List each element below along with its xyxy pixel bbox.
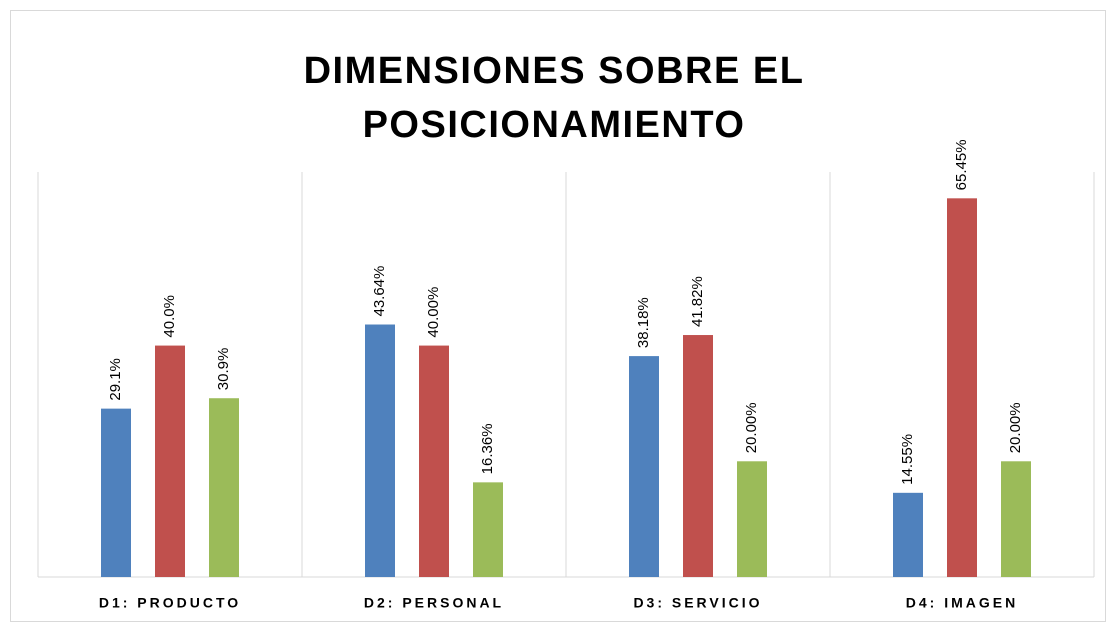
- value-label: 30.9%: [215, 348, 232, 391]
- value-label: 29.1%: [107, 358, 124, 401]
- value-label: 41.82%: [689, 276, 706, 327]
- chart-title: DIMENSIONES SOBRE EL POSICIONAMIENTO: [303, 50, 805, 146]
- bar: [101, 408, 131, 577]
- bar: [947, 198, 977, 577]
- bar: [473, 482, 503, 577]
- bar: [629, 356, 659, 577]
- bar: [209, 398, 239, 577]
- value-label: 40.0%: [161, 295, 178, 338]
- bar: [893, 492, 923, 577]
- value-label: 14.55%: [899, 434, 916, 485]
- bar: [737, 461, 767, 577]
- bar: [1001, 461, 1031, 577]
- x-tick-label: D4: IMAGEN: [906, 595, 1018, 611]
- bar: [419, 345, 449, 577]
- value-label: 38.18%: [635, 297, 652, 348]
- value-label: 40.00%: [425, 287, 442, 338]
- bar: [155, 345, 185, 577]
- chart-frame: [10, 10, 1106, 622]
- value-label: 65.45%: [953, 139, 970, 190]
- value-label: 20.00%: [743, 402, 760, 453]
- bar: [683, 335, 713, 577]
- bar: [365, 324, 395, 577]
- value-label: 16.36%: [479, 423, 496, 474]
- value-label: 43.64%: [371, 266, 388, 317]
- value-label: 20.00%: [1007, 402, 1024, 453]
- x-tick-label: D1: PRODUCTO: [99, 595, 241, 611]
- x-tick-label: D3: SERVICIO: [633, 595, 762, 611]
- x-tick-label: D2: PERSONAL: [364, 595, 504, 611]
